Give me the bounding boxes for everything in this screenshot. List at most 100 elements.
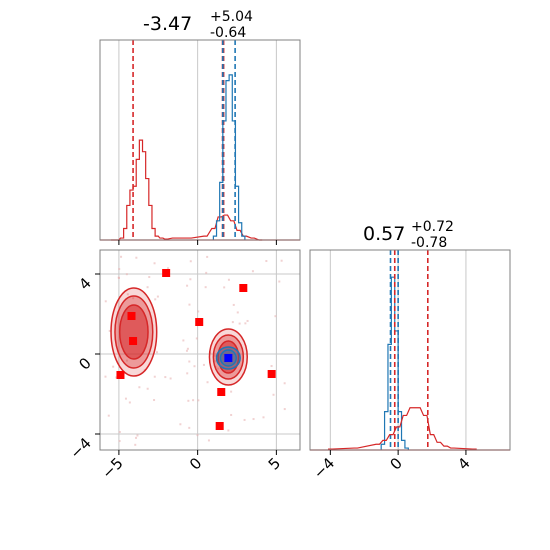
joint-sample-point (182, 339, 185, 342)
joint-sample-point (135, 256, 138, 259)
joint-sample-point (205, 271, 208, 274)
joint-sample-point (185, 349, 188, 352)
joint-marker-red (195, 318, 204, 326)
joint-sample-point (155, 351, 158, 354)
joint-sample-point (207, 439, 210, 442)
joint-sample-point (118, 431, 121, 434)
joint-sample-point (230, 390, 233, 393)
joint-marker-red (217, 388, 226, 396)
joint-sample-point (213, 360, 216, 363)
joint-sample-point (112, 365, 115, 368)
joint-sample-point (186, 372, 189, 375)
joint-sample-point (231, 321, 234, 324)
joint-y-tick-label: −4 (66, 434, 94, 462)
joint-sample-point (192, 399, 195, 402)
marginal-y-panel: 0.57 +0.72 -0.78 (309, 219, 511, 451)
joint-sample-point (153, 375, 156, 378)
joint-sample-point (118, 268, 121, 271)
joint-sample-point (186, 284, 189, 287)
joint-sample-point (197, 399, 200, 402)
joint-sample-point (186, 347, 189, 350)
joint-sample-point (214, 354, 217, 357)
joint-sample-point (166, 267, 169, 270)
joint-contour-red (118, 304, 149, 360)
joint-y-tick-label: 0 (75, 354, 94, 373)
joint-sample-point (283, 382, 286, 385)
marginal-x-panel: -3.47 +5.04 -0.64 (99, 9, 301, 241)
joint-marker-red (239, 284, 248, 292)
joint-sample-point (188, 303, 191, 306)
joint-sample-point (195, 337, 198, 340)
joint-sample-point (278, 280, 281, 283)
joint-marker-red (162, 269, 171, 277)
joint-sample-point (187, 399, 190, 402)
joint-marker-blue (224, 354, 233, 362)
joint-sample-point (146, 286, 149, 289)
joint-sample-point (153, 399, 156, 402)
marginal-y-histogram-red (328, 407, 477, 450)
joint-sample-point (128, 401, 131, 404)
joint-sample-point (230, 413, 233, 416)
joint-sample-point (104, 375, 107, 378)
marginal-y-tick-label: 0 (386, 454, 405, 473)
joint-sample-point (107, 414, 110, 417)
joint-sample-point (223, 286, 226, 289)
joint-sample-point (265, 260, 268, 263)
joint-sample-point (146, 387, 149, 390)
joint-sample-point (189, 260, 192, 263)
marginal-y-tick-label: 4 (454, 454, 473, 473)
joint-sample-point (262, 416, 265, 419)
joint-sample-point (120, 255, 123, 258)
joint-sample-point (132, 297, 135, 300)
joint-frame (99, 249, 301, 451)
joint-sample-point (270, 365, 273, 368)
marginal-y-tick-label: −4 (310, 454, 338, 482)
joint-sample-point (189, 278, 192, 281)
joint-sample-point (217, 367, 220, 370)
joint-sample-point (283, 408, 286, 411)
joint-sample-point (117, 276, 120, 279)
joint-sample-point (197, 310, 200, 313)
joint-sample-point (206, 255, 209, 258)
joint-sample-point (252, 418, 255, 421)
joint-sample-point (280, 259, 283, 262)
joint-marker-red (129, 337, 138, 345)
joint-sample-point (124, 397, 127, 400)
joint-sample-point (104, 300, 107, 303)
joint-sample-point (202, 363, 205, 366)
joint-sample-point (169, 377, 172, 380)
joint-sample-point (243, 418, 246, 421)
joint-sample-point (179, 423, 182, 426)
joint-x-tick-label: 0 (186, 454, 205, 473)
marginal-x-title-minus: -0.64 (210, 25, 246, 41)
joint-marker-red (127, 312, 136, 320)
joint-sample-point (244, 322, 247, 325)
joint-sample-point (118, 440, 121, 443)
joint-sample-point (227, 278, 230, 281)
joint-sample-point (126, 293, 129, 296)
marginal-y-frame (309, 249, 511, 451)
joint-sample-point (135, 436, 138, 439)
joint-sample-point (148, 276, 151, 279)
joint-sample-point (188, 426, 191, 429)
joint-sample-point (164, 376, 167, 379)
marginal-y-histogram-blue (380, 276, 409, 450)
joint-sample-point (115, 376, 118, 379)
joint-y-tick-label: 4 (75, 274, 94, 293)
joint-sample-point (193, 365, 196, 368)
joint-sample-point (238, 322, 241, 325)
marginal-x-histogram-blue (212, 74, 246, 240)
joint-sample-point (232, 303, 235, 306)
marginal-y-title: 0.57 (363, 223, 405, 245)
marginal-x-frame (99, 39, 301, 241)
joint-sample-point (156, 295, 159, 298)
marginal-x-title-plus: +5.04 (210, 9, 253, 25)
joint-sample-point (108, 329, 111, 332)
joint-panel (99, 249, 301, 451)
joint-marker-red (215, 422, 224, 430)
joint-sample-point (153, 262, 156, 265)
joint-x-tick-label: −5 (98, 454, 126, 482)
joint-sample-point (125, 359, 128, 362)
joint-x-tick-label: 5 (265, 454, 284, 473)
